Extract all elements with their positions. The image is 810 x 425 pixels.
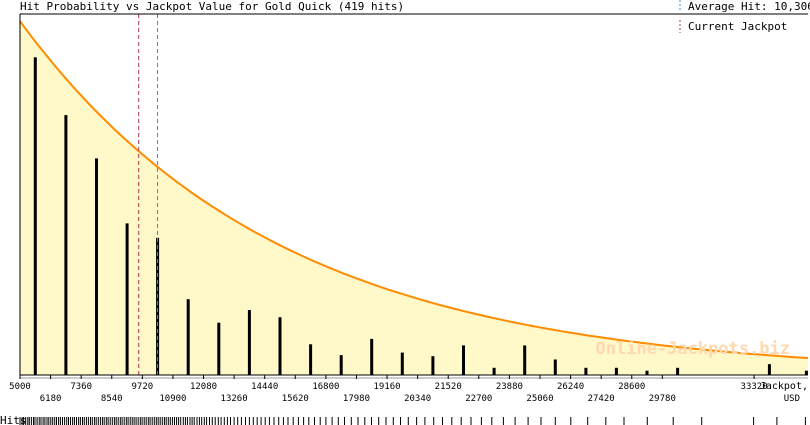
x-tick-label: 6180: [40, 394, 62, 404]
bar: [400, 352, 404, 375]
bar: [431, 356, 435, 375]
bar: [523, 345, 527, 375]
x-tick-label: 33320: [741, 382, 768, 392]
x-tick-label: 23880: [496, 382, 523, 392]
x-ticks-lower: 6180 8540 10900 13260 15620 17980 20340 22700 25…: [40, 375, 676, 404]
plot-area: [19, 14, 809, 376]
chart-title: Hit Probability vs Jackpot Value for Gol…: [20, 0, 404, 13]
x-tick-label: 9720: [132, 382, 154, 392]
x-tick-label: 17980: [343, 394, 370, 404]
bar: [125, 223, 129, 375]
x-tick-label: 16800: [312, 382, 339, 392]
x-tick-label: 25060: [526, 394, 553, 404]
bar: [645, 370, 649, 375]
probability-area: [20, 21, 808, 375]
x-tick-label: 12080: [190, 382, 217, 392]
x-tick-label: 7360: [70, 382, 92, 392]
legend-current-label: Current Jackpot: [688, 20, 787, 33]
bar: [339, 355, 343, 375]
bar: [676, 367, 680, 375]
x-tick-label: 19160: [373, 382, 400, 392]
x-tick-label: 10900: [159, 394, 186, 404]
bar: [804, 370, 808, 375]
legend-average-label: Average Hit: 10,306: [688, 0, 810, 13]
bar: [217, 322, 221, 375]
bar: [33, 57, 37, 376]
hits-label: Hits: [0, 414, 27, 425]
bar: [247, 310, 251, 375]
bar: [370, 338, 374, 375]
x-tick-label: 15620: [282, 394, 309, 404]
bar: [553, 359, 557, 375]
bar: [278, 317, 282, 375]
bar: [614, 367, 618, 375]
bar: [492, 367, 496, 375]
x-tick-label: 14440: [251, 382, 278, 392]
x-tick-label: 20340: [404, 394, 431, 404]
x-tick-label: 26240: [557, 382, 584, 392]
x-tick-label: 8540: [101, 394, 123, 404]
watermark: Online-Jackpots.biz: [596, 339, 790, 359]
x-axis-unit: USD: [784, 394, 800, 404]
bar: [767, 364, 771, 375]
bar: [462, 345, 465, 375]
bar: [64, 115, 68, 375]
x-tick-label: 21520: [435, 382, 462, 392]
x-tick-label: 29780: [649, 394, 676, 404]
x-tick-label: 22700: [465, 394, 492, 404]
bar: [186, 299, 190, 375]
probability-curve: [19, 20, 809, 360]
bars: [33, 57, 808, 376]
x-tick-label: 5000: [9, 382, 31, 392]
x-tick-label: 27420: [588, 394, 615, 404]
bar: [309, 344, 313, 375]
x-tick-label: 13260: [221, 394, 248, 404]
x-tick-label: 28600: [618, 382, 645, 392]
x-axis-label: Jackpot,: [760, 381, 808, 392]
bar: [95, 158, 98, 375]
bar: [156, 237, 160, 375]
x-ticks-upper: 5000 7360 9720 12080 14440 16800 19160 21520 238…: [9, 375, 768, 392]
bar: [584, 367, 588, 375]
hits-strip: [19, 417, 806, 425]
